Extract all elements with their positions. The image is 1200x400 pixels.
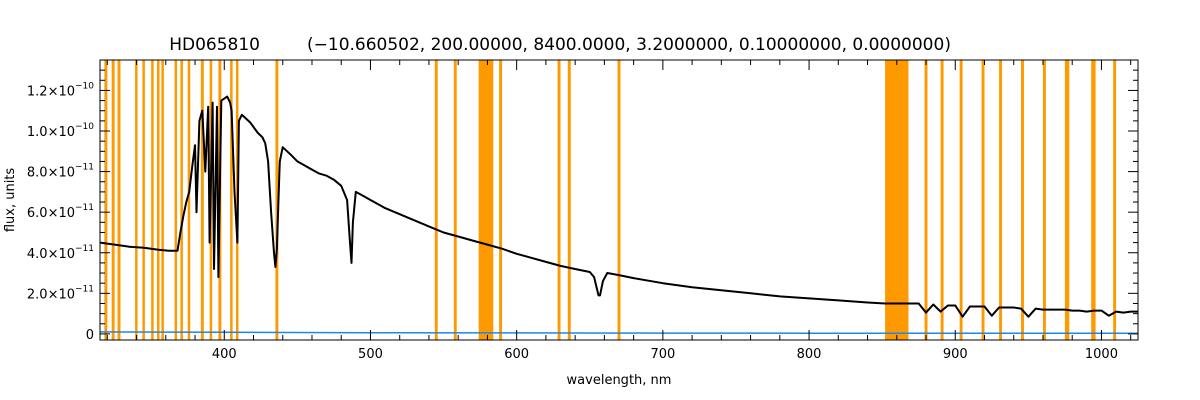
masked-band-10 (180, 60, 183, 340)
axis-ticks: 400 500 600 700 800 900 1000 0 2.0×10−11 4.0×10−1… (27, 60, 1138, 362)
y-tick-label-2: 4.0×10−11 (27, 244, 94, 262)
masked-band-8 (161, 60, 164, 340)
masked-band-17 (275, 60, 279, 340)
x-axis-label: wavelength, nm (567, 373, 672, 388)
y-tick-label-0: 0 (86, 328, 94, 343)
masked-band-23 (567, 60, 571, 340)
y-axis-label: flux, units (3, 168, 18, 233)
masked-band-32 (1042, 60, 1046, 340)
plot-axes (99, 59, 1139, 341)
masked-band-2 (111, 60, 115, 340)
masked-band-9 (174, 60, 178, 340)
masked-band-5 (142, 60, 145, 340)
masked-band-21 (499, 60, 503, 340)
masked-band-19 (453, 60, 457, 340)
x-tick-label-600: 600 (504, 347, 529, 362)
flux-series-line (99, 95, 1138, 318)
x-tick-label-500: 500 (358, 347, 383, 362)
masked-band-35 (1113, 60, 1117, 340)
masked-band-30 (999, 60, 1003, 340)
masked-band-29 (981, 60, 985, 340)
y-tick-label-6: 1.2×10−10 (27, 81, 94, 99)
masked-bands (104, 60, 1117, 340)
plot-frame (99, 59, 1139, 341)
masked-band-6 (151, 60, 154, 340)
chart-subtitle: (−10.660502, 200.00000, 8400.0000, 3.200… (307, 35, 951, 55)
chart-title: HD065810 (169, 35, 260, 55)
y-tick-label-5: 1.0×10−10 (27, 122, 94, 140)
masked-band-7 (157, 60, 160, 340)
masked-band-3 (117, 60, 121, 340)
masked-band-27 (940, 60, 944, 340)
masked-band-26 (924, 60, 928, 340)
masked-band-12 (200, 60, 204, 340)
masked-band-25 (885, 60, 909, 340)
masked-band-28 (959, 60, 963, 340)
y-tick-label-3: 6.0×10−11 (27, 203, 94, 221)
masked-band-11 (187, 60, 191, 340)
masked-band-1 (104, 60, 108, 340)
masked-band-15 (230, 60, 233, 340)
masked-band-24 (617, 60, 621, 340)
masked-band-34 (1091, 60, 1096, 340)
masked-band-18 (434, 60, 438, 340)
x-tick-label-400: 400 (212, 347, 237, 362)
y-tick-label-1: 2.0×10−11 (27, 284, 94, 302)
x-tick-label-900: 900 (943, 347, 968, 362)
x-tick-label-700: 700 (650, 347, 675, 362)
x-tick-label-800: 800 (797, 347, 822, 362)
masked-band-4 (135, 60, 138, 340)
masked-band-20 (478, 60, 494, 340)
y-tick-label-4: 8.0×10−11 (27, 163, 94, 181)
x-tick-label-1000: 1000 (1085, 347, 1118, 362)
masked-band-33 (1064, 60, 1070, 340)
masked-band-31 (1021, 60, 1024, 340)
masked-band-22 (557, 60, 561, 340)
